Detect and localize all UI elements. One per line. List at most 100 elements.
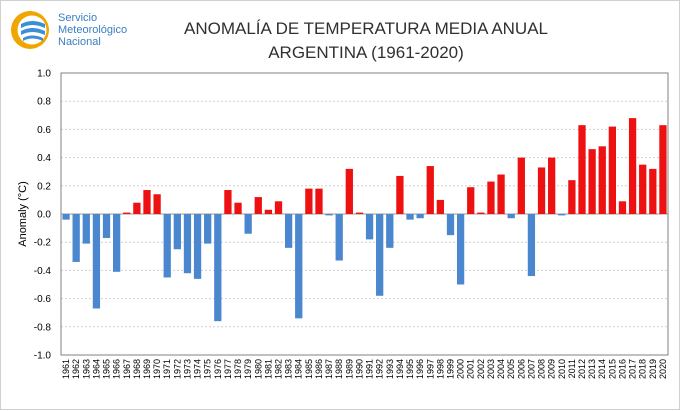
bar-1987 <box>325 214 333 216</box>
y-tick-label: -0.8 <box>34 322 52 333</box>
x-tick-label: 1967 <box>122 359 132 379</box>
x-tick-label: 1982 <box>274 359 284 379</box>
x-tick-label: 1989 <box>344 359 354 379</box>
bar-2002 <box>477 212 485 214</box>
bar-2006 <box>517 157 525 214</box>
x-tick-label: 2017 <box>628 359 638 379</box>
bar-1961 <box>62 214 70 220</box>
x-tick-label: 1986 <box>314 359 324 379</box>
x-tick-label: 1975 <box>203 359 213 379</box>
x-tick-label: 1973 <box>182 359 192 379</box>
x-tick-label: 2018 <box>638 359 648 379</box>
bar-1976 <box>214 214 222 322</box>
x-tick-label: 1978 <box>233 359 243 379</box>
bar-1995 <box>406 214 414 220</box>
bar-1997 <box>426 166 434 214</box>
x-tick-label: 2012 <box>577 359 587 379</box>
y-axis-label: Anomaly (°C) <box>17 181 29 247</box>
bar-1966 <box>113 214 121 272</box>
smn-logo: Servicio Meteorológico Nacional <box>11 11 127 49</box>
smn-logo-icon <box>11 11 49 49</box>
bar-2018 <box>639 164 647 214</box>
x-tick-label: 2011 <box>567 359 577 378</box>
bar-1986 <box>315 188 323 214</box>
bar-1984 <box>295 214 303 319</box>
x-tick-label: 1988 <box>334 359 344 379</box>
bar-2010 <box>558 214 566 216</box>
y-tick-label: -0.6 <box>34 294 52 305</box>
bar-1980 <box>254 197 262 214</box>
y-tick-label: 0.6 <box>37 125 51 136</box>
bar-1990 <box>355 212 364 214</box>
bar-1972 <box>173 214 181 250</box>
x-tick-labels: 1961 1962 1963 1964 1965 1966 1967 1968 1969 1970… <box>61 359 668 379</box>
y-tick-label: -1.0 <box>34 351 52 362</box>
bar-1970 <box>153 194 161 214</box>
bar-1994 <box>396 175 404 214</box>
x-tick-label: 2013 <box>587 359 597 379</box>
bar-1988 <box>335 214 343 261</box>
x-tick-label: 2014 <box>597 359 607 379</box>
x-tick-label: 2008 <box>537 359 547 379</box>
bar-1974 <box>193 214 202 279</box>
x-tick-label: 2020 <box>658 359 668 379</box>
bar-2008 <box>537 167 546 214</box>
bar-1991 <box>365 214 374 240</box>
y-tick-label: 0.2 <box>37 181 51 192</box>
x-tick-label: 1996 <box>415 359 425 379</box>
x-tick-label: 1985 <box>304 359 314 379</box>
bar-2016 <box>618 201 627 214</box>
x-tick-label: 1969 <box>142 359 152 379</box>
bar-1964 <box>92 214 101 309</box>
bar-2013 <box>588 149 596 214</box>
x-tick-label: 1994 <box>395 359 405 379</box>
x-tick-label: 1961 <box>61 359 71 379</box>
bar-1989 <box>345 168 353 214</box>
bar-2000 <box>456 214 465 285</box>
bar-2020 <box>659 125 667 214</box>
x-tick-label: 1990 <box>354 359 364 379</box>
x-tick-label: 1987 <box>324 359 334 379</box>
y-tick-label: -0.2 <box>34 238 52 249</box>
x-tick-label: 1980 <box>253 359 263 379</box>
x-tick-label: 1979 <box>243 359 253 379</box>
bar-2007 <box>527 214 536 277</box>
x-tick-label: 1971 <box>162 359 172 379</box>
y-tick-label: 0.8 <box>37 97 51 108</box>
x-tick-label: 1983 <box>284 359 294 379</box>
x-tick-label: 1964 <box>91 359 101 379</box>
y-tick-label: 0.4 <box>37 153 51 164</box>
x-tick-label: 2001 <box>466 359 476 379</box>
y-tick-label: -0.4 <box>34 266 52 277</box>
x-tick-label: 1963 <box>81 359 91 379</box>
bar-1983 <box>284 214 293 248</box>
x-tick-label: 1981 <box>263 359 273 379</box>
x-tick-label: 1992 <box>375 359 385 379</box>
bar-1978 <box>234 202 242 214</box>
chart-title-line-2: ARGENTINA (1961-2020) <box>268 43 464 62</box>
bar-1993 <box>386 214 394 248</box>
bar-2009 <box>548 157 556 214</box>
x-tick-label: 1993 <box>385 359 395 379</box>
bar-1981 <box>264 209 273 214</box>
bar-2004 <box>497 174 505 214</box>
x-tick-label: 2003 <box>486 359 496 379</box>
bar-2001 <box>467 187 475 214</box>
x-tick-label: 1962 <box>71 359 81 379</box>
logo-line-2: Meteorológico <box>58 24 127 36</box>
x-tick-label: 1972 <box>172 359 182 379</box>
bar-1985 <box>305 188 313 214</box>
x-tick-label: 1998 <box>435 359 445 379</box>
y-tick-label: 0.0 <box>37 210 51 221</box>
x-tick-label: 2019 <box>648 359 658 379</box>
bar-2003 <box>487 181 495 214</box>
bar-1968 <box>133 202 141 214</box>
bar-1992 <box>376 214 384 296</box>
bar-1962 <box>72 214 80 262</box>
bar-1999 <box>446 214 455 236</box>
bar-1998 <box>436 199 445 214</box>
bar-1967 <box>123 212 131 214</box>
y-tick-label: 1.0 <box>37 69 51 80</box>
x-tick-label: 1997 <box>425 359 435 379</box>
